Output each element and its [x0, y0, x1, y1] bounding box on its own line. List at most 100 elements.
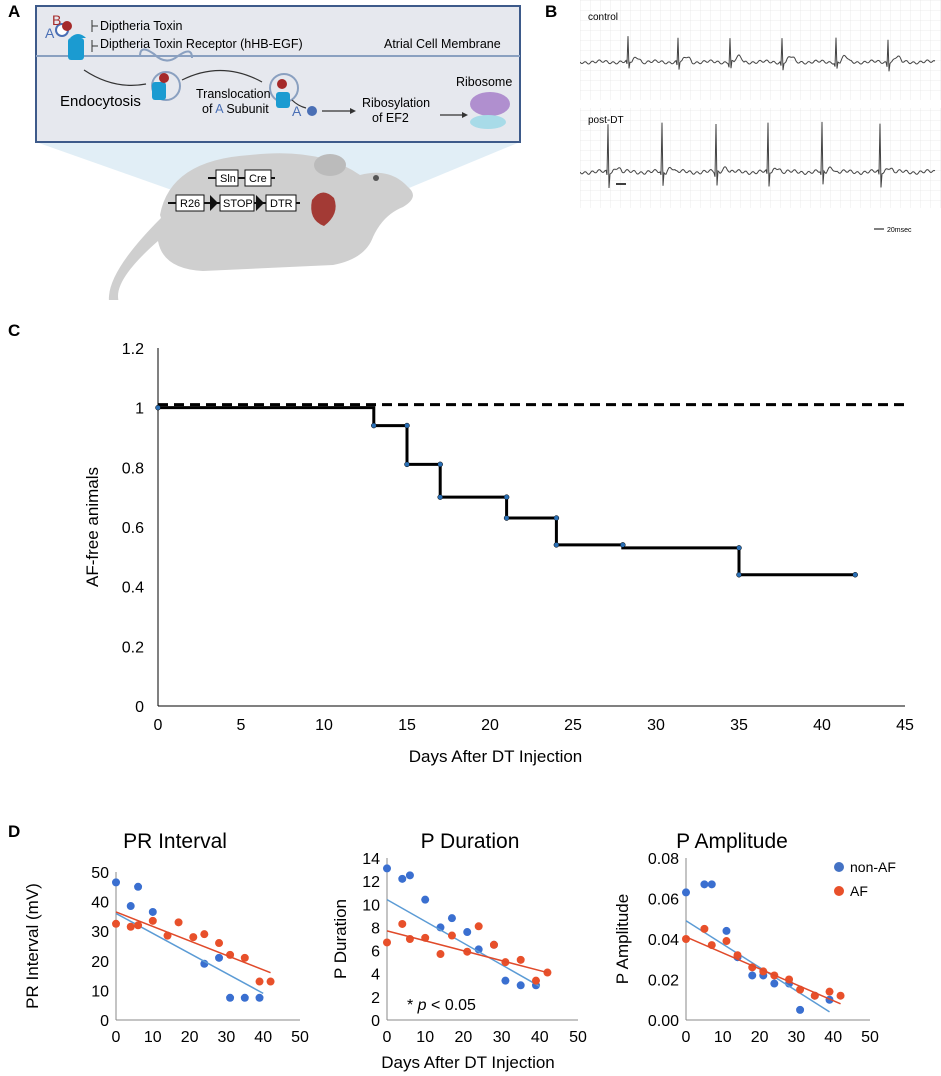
chart-d-ytick-label: 10 — [362, 897, 380, 914]
chart-d-point-non-AF — [383, 864, 391, 873]
chart-d-point-AF — [700, 924, 709, 933]
chart-c-ytick-label: 1 — [135, 401, 144, 418]
chart-c-ytick-label: 0.4 — [122, 580, 144, 597]
chart-c-point — [553, 515, 560, 521]
chart-d-point-AF — [447, 931, 456, 940]
ribosome-large-icon — [470, 92, 510, 116]
label-r26: R26 — [180, 198, 200, 210]
chart-d-ytick-label: 0.08 — [648, 851, 679, 868]
label-dtr: DTR — [270, 198, 293, 210]
chart-d-point-non-AF — [796, 1005, 805, 1014]
chart-d-xtick-label: 50 — [569, 1029, 587, 1046]
chart-d-point-AF — [383, 938, 391, 947]
label-ribosylation-1: Ribosylation — [362, 96, 430, 110]
loxp-2-icon — [256, 195, 264, 211]
panel-letter-c: C — [8, 321, 21, 340]
chart-c-ytick-label: 0.6 — [122, 520, 144, 537]
label-a-free: A — [292, 103, 302, 119]
label-sln: Sln — [220, 173, 236, 185]
stop-box — [219, 194, 255, 212]
chart-d-point-AF — [126, 922, 135, 931]
label-ribosylation-2: of EF2 — [372, 111, 409, 125]
chart-d-1: P Duration 0 2 4 6 8 10 12 14 0 10 20 30 40 50 P Durati… — [331, 830, 587, 1046]
chart-d-point-AF — [215, 939, 224, 948]
chart-d-point-AF — [266, 977, 275, 986]
label-a-subunit: A — [45, 25, 55, 41]
chart-c-xtick-label: 10 — [315, 717, 333, 734]
chart-d-xtick-label: 30 — [218, 1029, 236, 1046]
chart-d-title: PR Interval — [123, 830, 227, 853]
chart-c-ylabel: AF-free animals — [83, 467, 102, 587]
chart-d-xtick-label: 30 — [493, 1029, 511, 1046]
legend-label-af: AF — [850, 883, 868, 899]
endosome2-toxin-icon — [277, 79, 287, 89]
chart-d-point-AF — [240, 953, 249, 962]
chart-d-ytick-label: 0.04 — [648, 932, 679, 949]
chart-d-trend-AF — [685, 936, 841, 1005]
chart-d-ytick-label: 40 — [91, 895, 109, 912]
chart-d-ytick-label: 8 — [371, 920, 380, 937]
label-ribosome: Ribosome — [456, 75, 512, 89]
label-endocytosis: Endocytosis — [60, 93, 141, 110]
endosome-receptor-icon — [152, 82, 166, 100]
label-stop: STOP — [223, 198, 253, 210]
chart-d-xtick-label: 10 — [714, 1029, 732, 1046]
chart-d-title: P Duration — [421, 830, 520, 853]
chart-d-trend-AF — [386, 930, 548, 974]
ecg-trace-post — [580, 121, 936, 189]
label-toxin: Diptheria Toxin — [100, 19, 183, 33]
chart-d-point-non-AF — [501, 976, 510, 985]
chart-c-point — [155, 404, 161, 411]
chart-d-trend-AF — [115, 911, 271, 974]
chart-c-xlabel: Days After DT Injection — [409, 747, 583, 766]
label-translocation-1: Translocation — [196, 87, 271, 101]
chart-d-point-non-AF — [398, 874, 407, 883]
mouse-ear-icon — [314, 154, 346, 176]
chart-d-ytick-label: 0 — [371, 1013, 380, 1030]
chart-d-point-non-AF — [112, 878, 120, 887]
chart-d-0: PR Interval 0 10 20 30 40 50 0 10 20 30 40 50 PR Inte… — [23, 830, 309, 1046]
ribosome-small-icon — [470, 115, 506, 129]
mouse-body-icon — [108, 153, 413, 300]
chart-d-point-non-AF — [226, 993, 235, 1002]
legend-label-non-af: non-AF — [850, 859, 896, 875]
arrow-endocytosis — [83, 69, 147, 86]
label-post-dt: post-DT — [588, 115, 624, 126]
sln-box — [215, 169, 239, 187]
membrane-pit — [139, 48, 193, 62]
chart-d-xtick-label: 0 — [682, 1029, 691, 1046]
free-a-subunit-icon — [307, 106, 317, 116]
chart-d-xtick-label: 20 — [751, 1029, 769, 1046]
chart-d-point-AF — [398, 919, 407, 928]
endosome-toxin-icon — [159, 73, 169, 83]
chart-d-point-AF — [825, 987, 834, 996]
arrowhead-ribosylation — [350, 108, 356, 114]
chart-c: 0 0.2 0.4 0.6 0.8 1 1.2 0 5 10 15 20 25 30 35 40 45 AF-f… — [83, 341, 914, 766]
chart-d-xtick-label: 10 — [416, 1029, 434, 1046]
label-receptor: Diptheria Toxin Receptor (hHB-EGF) — [100, 37, 303, 51]
chart-c-point — [553, 542, 560, 548]
panel-a-schematic: B A Diptheria Toxin Diptheria Toxin Rece… — [35, 5, 521, 300]
label-brackets — [91, 20, 98, 52]
chart-c-ytick-label: 0.2 — [122, 639, 144, 656]
chart-c-ytick-label: 0.8 — [122, 460, 144, 477]
arrowhead-ribosome — [462, 112, 468, 118]
chart-c-xtick-label: 30 — [647, 717, 665, 734]
chart-c-point — [736, 545, 742, 551]
chart-d-ytick-label: 0 — [100, 1013, 109, 1030]
legend-marker-af — [834, 886, 844, 896]
chart-d-ytick-label: 0.00 — [648, 1013, 679, 1030]
chart-d-point-non-AF — [770, 979, 779, 988]
chart-d-ytick-label: 50 — [91, 865, 109, 882]
chart-d-xtick-label: 0 — [383, 1029, 392, 1046]
chart-d-ytick-label: 0.02 — [648, 973, 679, 990]
chart-d-point-AF — [722, 937, 731, 946]
chart-d-xtick-label: 40 — [254, 1029, 272, 1046]
chart-c-xtick-label: 15 — [398, 717, 416, 734]
panel-b-ecg: control post-DT 20msec — [580, 0, 941, 234]
chart-d-ytick-label: 30 — [91, 924, 109, 941]
cre-box — [244, 169, 272, 187]
chart-d-point-non-AF — [421, 895, 430, 904]
chart-d-trend-non-AF — [386, 899, 541, 988]
